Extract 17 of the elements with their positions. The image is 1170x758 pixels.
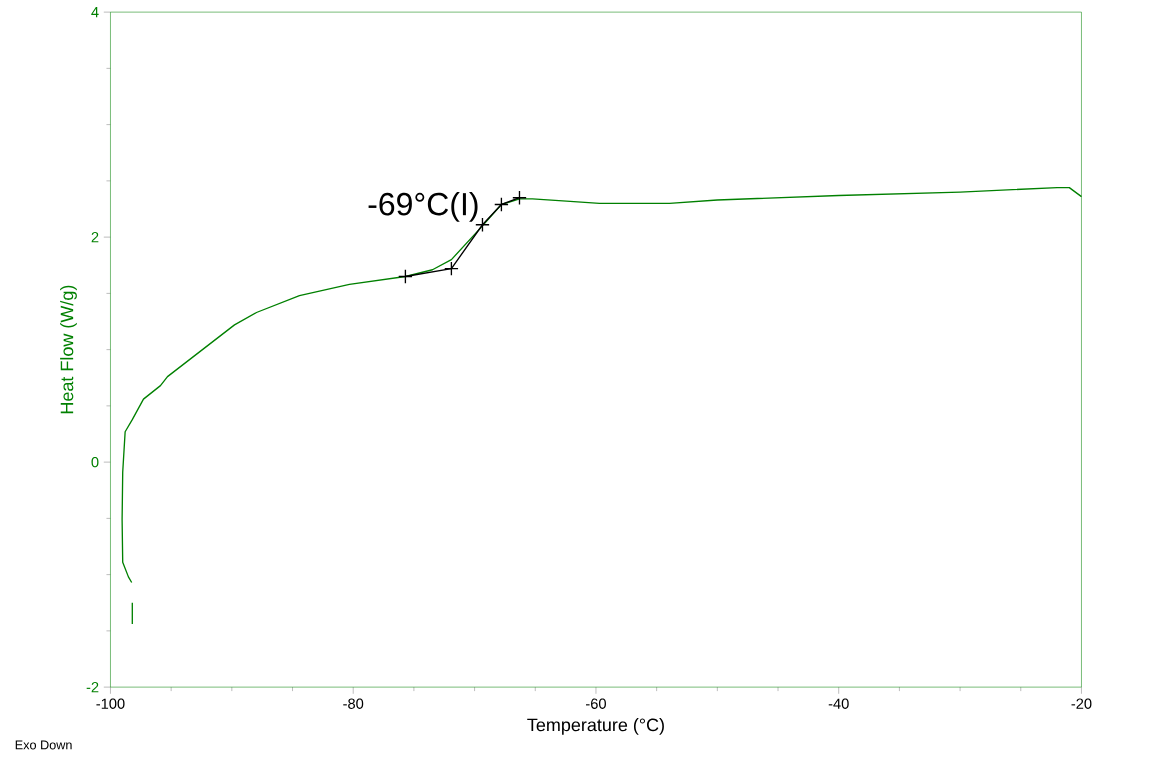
point [398,269,413,284]
y-tick-label: 2 [91,232,99,243]
x-tick-label: -60 [586,698,606,709]
annotation: -69°C(I) [368,192,478,222]
x-axis-title: Temperature (°C) [527,718,664,735]
y-tick-label: 4 [91,7,99,18]
x-tick-label: -40 [828,698,849,709]
y-axis-title: Heat Flow (W/g) [60,285,77,414]
text: Exo Down [15,740,72,750]
x-tick-label: -100 [96,698,125,709]
y-tick-label: 0 [91,456,99,468]
x-tick-label: -80 [343,698,364,709]
point [494,197,509,212]
point [512,190,527,206]
point [444,261,459,276]
y-tick-label: -2 [86,682,99,693]
x-tick-label: -20 [1071,698,1092,709]
